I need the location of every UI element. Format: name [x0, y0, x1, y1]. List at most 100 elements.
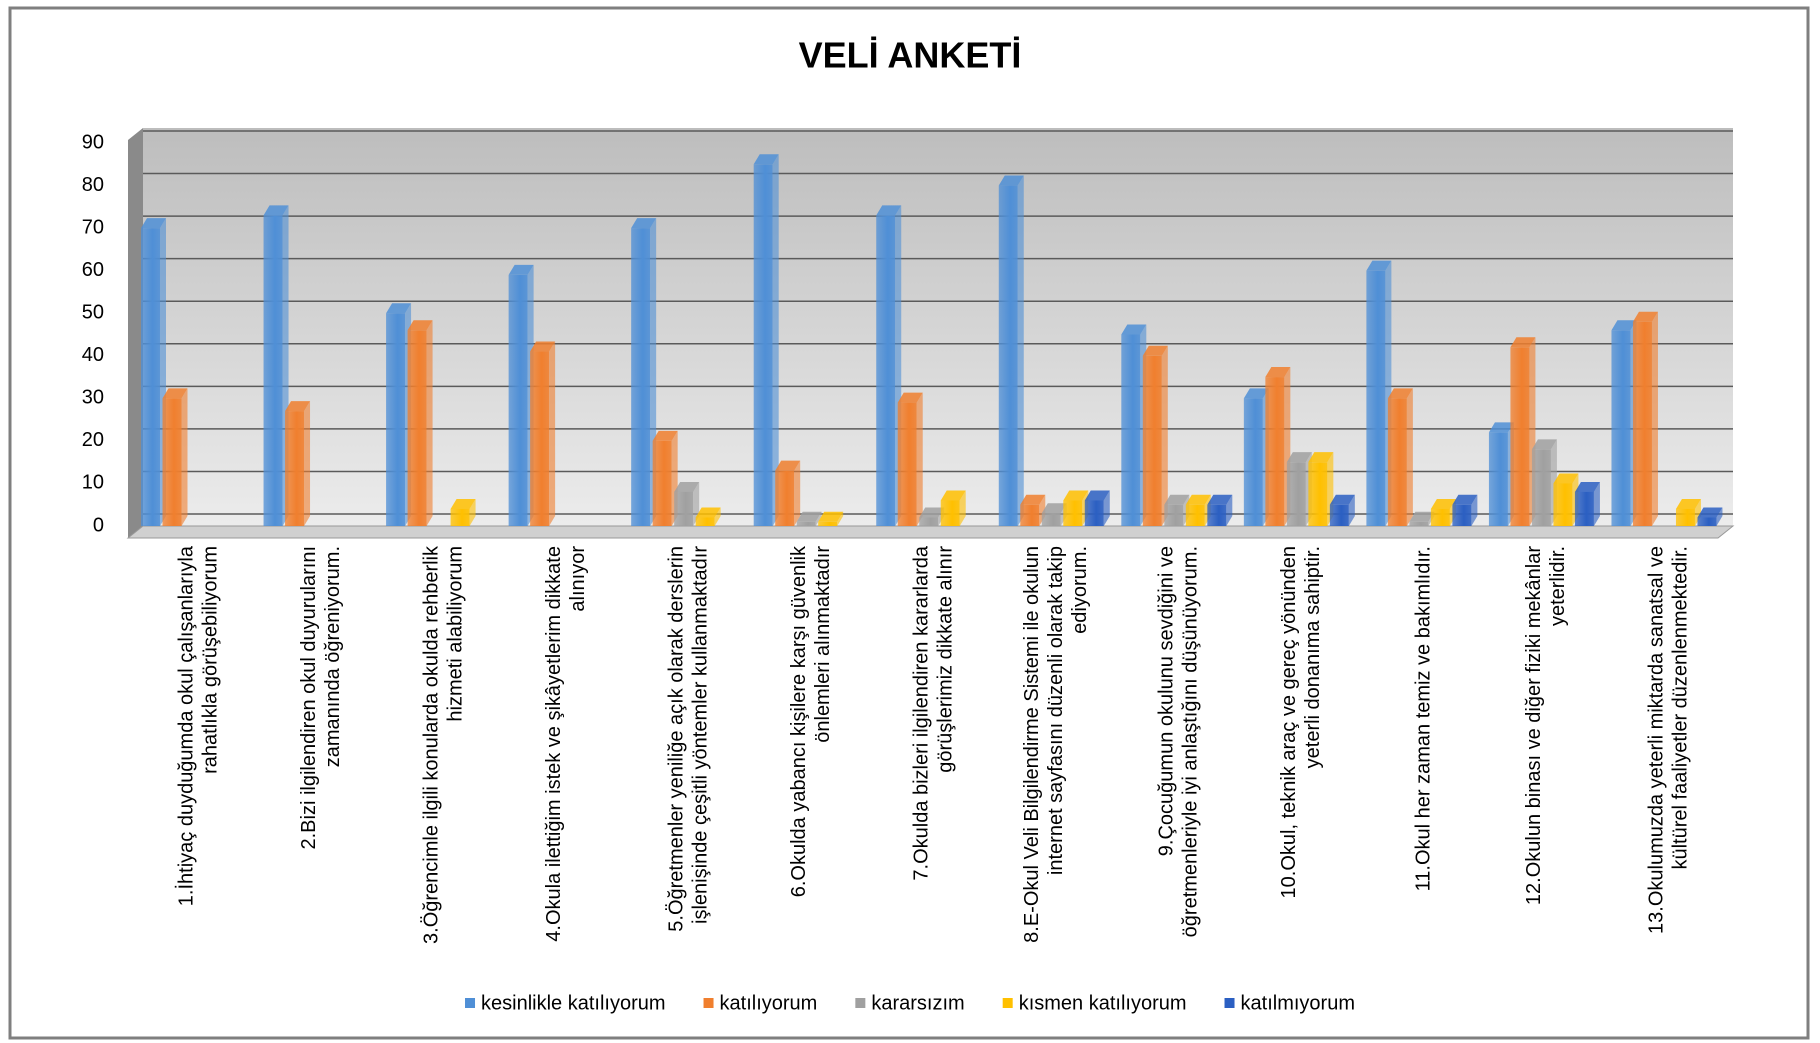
bar-top — [285, 401, 311, 412]
bar-top — [1697, 507, 1723, 518]
bar-top — [631, 218, 657, 229]
bar — [674, 491, 694, 526]
bar-top — [1185, 494, 1211, 505]
bar-side — [304, 401, 311, 526]
y-tick-label: 50 — [82, 302, 104, 324]
bar — [695, 517, 715, 526]
y-tick-label: 70 — [82, 216, 104, 238]
bar-top — [1452, 494, 1478, 505]
legend-label: katılıyorum — [720, 992, 818, 1014]
bar — [631, 228, 651, 526]
bar-top — [998, 175, 1024, 186]
bar-top — [1611, 320, 1637, 331]
bar-top — [1488, 422, 1514, 433]
legend-swatch — [855, 998, 866, 1008]
bar-top — [162, 388, 188, 399]
bar-top — [1510, 337, 1536, 348]
bar-top — [1430, 498, 1456, 509]
bar-top — [450, 498, 476, 509]
bar-top — [876, 205, 902, 216]
legend-label: kısmen katılıyorum — [1019, 992, 1187, 1014]
bar-top — [1387, 388, 1413, 399]
y-tick-label: 0 — [93, 514, 104, 536]
bar-side — [714, 507, 721, 526]
bar — [1409, 521, 1429, 526]
bar-side — [1226, 494, 1233, 526]
bar — [998, 185, 1018, 527]
x-tick-label: 11.Okul her zaman temiz ve bakımlıdır. — [1413, 546, 1435, 891]
bar-top — [1574, 481, 1600, 492]
bar-top — [386, 303, 412, 314]
bar-top — [1063, 490, 1089, 501]
bar — [1142, 355, 1162, 526]
bar — [897, 402, 917, 526]
bar — [407, 330, 427, 526]
bar-side — [1161, 345, 1168, 526]
legend-label: kararsızım — [871, 992, 964, 1014]
x-tick-label: 7.Okulda bizleri ilgilendiren kararlarda… — [911, 545, 957, 880]
bar-side — [549, 341, 556, 526]
y-tick-label: 80 — [82, 174, 104, 196]
bar — [1243, 398, 1263, 526]
legend-swatch — [703, 998, 714, 1008]
x-tick-label: 2.Bizi ilgilendiren okul duyurularını zam… — [298, 546, 344, 850]
bar — [386, 313, 406, 526]
x-tick-label: 12.Okulun binası ve diğer fiziki mekânla… — [1523, 546, 1569, 905]
bar — [775, 470, 795, 526]
bar — [1510, 347, 1530, 526]
bar — [1387, 398, 1407, 526]
floor — [126, 525, 1735, 539]
bar — [753, 164, 773, 526]
bar — [1430, 508, 1450, 526]
bar-top — [775, 460, 801, 471]
bar-top — [1121, 324, 1147, 335]
bar-top — [818, 511, 844, 522]
bar-side — [772, 154, 779, 526]
x-tick-label: 5.Öğretmenler yeniliğe açık olarak dersl… — [665, 546, 711, 932]
bar — [1531, 449, 1551, 526]
bar — [1488, 432, 1508, 526]
bar — [1164, 504, 1184, 526]
x-tick-label: 6.Okulda yabancı kişilere karşı güvenlik… — [788, 545, 834, 897]
bar-top — [695, 507, 721, 518]
bar — [1020, 504, 1040, 526]
bar-top — [796, 511, 822, 522]
x-tick-label: 13.Okulumuzda yeterli miktarda sanatsal … — [1646, 546, 1692, 934]
bar-top — [1632, 311, 1658, 322]
bar-top — [1142, 345, 1168, 356]
x-tick-label: 9.Çocuğumun okulunu sevdiğini ve öğretmen… — [1156, 546, 1202, 937]
bar — [162, 398, 182, 526]
bar — [285, 411, 305, 526]
bar-side — [1471, 494, 1478, 526]
y-tick-label: 60 — [82, 259, 104, 281]
bar-side — [181, 388, 188, 526]
bar-side — [794, 460, 801, 526]
bar-side — [426, 320, 433, 526]
bar-top — [141, 218, 166, 229]
bar-side — [1406, 388, 1413, 526]
bar-top — [1164, 494, 1190, 505]
bar — [1063, 500, 1083, 526]
bar-top — [1531, 439, 1557, 450]
bar-top — [897, 392, 923, 403]
bar-side — [916, 392, 923, 526]
chart-title: VELİ ANKETİ — [799, 35, 1022, 76]
bar-side — [1103, 490, 1110, 526]
bar-side — [1348, 494, 1355, 526]
bar-side — [1651, 311, 1658, 526]
bar-side — [837, 511, 844, 526]
bar — [1265, 377, 1285, 526]
bar-top — [940, 490, 966, 501]
bar-top — [1308, 452, 1334, 463]
legend-swatch — [465, 998, 476, 1008]
bar — [652, 440, 672, 526]
bar — [508, 274, 528, 526]
bar-side — [815, 511, 822, 526]
bar — [1452, 504, 1472, 526]
bar-top — [919, 507, 945, 518]
bar — [263, 215, 283, 526]
bar — [919, 517, 939, 526]
bar-top — [263, 205, 289, 216]
x-tick-label: 10.Okul, teknik araç ve gereç yönünden ye… — [1278, 546, 1324, 898]
